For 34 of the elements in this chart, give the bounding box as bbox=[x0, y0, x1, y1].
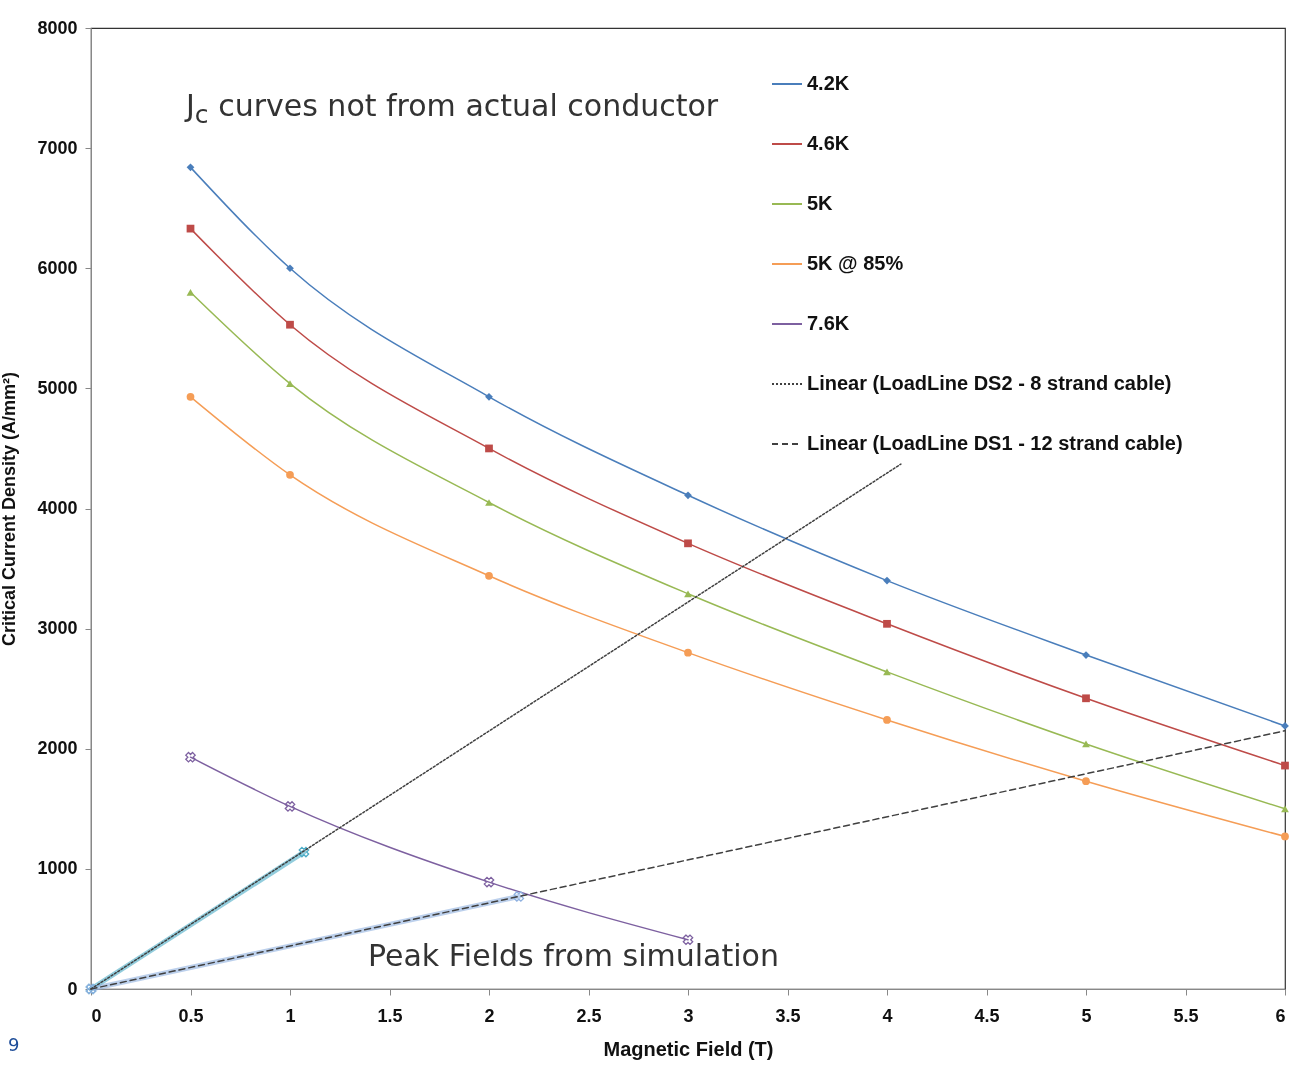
y-tick-label: 1000 bbox=[37, 858, 78, 879]
x-tick-label: 3 bbox=[683, 1005, 694, 1026]
x-tick-label: 4.5 bbox=[974, 1005, 1000, 1026]
x-tick-label: 6 bbox=[1275, 1005, 1286, 1026]
legend-label: 5K @ 85% bbox=[807, 252, 904, 274]
x-tick-label: 1.5 bbox=[377, 1005, 403, 1026]
legend-label: 4.2K bbox=[807, 72, 850, 94]
y-tick-label: 8000 bbox=[37, 17, 78, 38]
legend-label: Linear (LoadLine DS1 - 12 strand cable) bbox=[807, 432, 1183, 454]
legend-label: Linear (LoadLine DS2 - 8 strand cable) bbox=[807, 372, 1172, 394]
legend-label: 4.6K bbox=[807, 132, 850, 154]
x-tick-label: 0.5 bbox=[178, 1005, 204, 1026]
x-tick-label: 5.5 bbox=[1173, 1005, 1199, 1026]
legend-label: 7.6K bbox=[807, 312, 850, 334]
x-tick-label: 2 bbox=[484, 1005, 495, 1026]
y-tick-label: 4000 bbox=[37, 498, 78, 518]
annotation: J$_{c}$ curves not from actual conductor bbox=[186, 88, 719, 129]
x-tick-label: 1 bbox=[285, 1005, 296, 1026]
text: 9 bbox=[8, 1034, 20, 1055]
y-tick-label: 6000 bbox=[37, 257, 78, 278]
y-tick-label: 0 bbox=[67, 978, 78, 999]
x-tick-label: 3.5 bbox=[775, 1005, 801, 1026]
x-tick-label: 4 bbox=[882, 1005, 893, 1026]
x-tick-label: 5 bbox=[1081, 1005, 1092, 1026]
y-tick-label: 2000 bbox=[37, 738, 78, 759]
y-tick-label: 5000 bbox=[37, 377, 78, 398]
annotation: Peak Fields from simulation bbox=[368, 938, 779, 973]
y-tick-label: 3000 bbox=[37, 618, 78, 639]
y-axis-title: Critical Current Density (A/mm²) bbox=[0, 371, 20, 647]
x-axis-title: Magnetic Field (T) bbox=[603, 1037, 774, 1060]
x-tick-label: 2.5 bbox=[576, 1005, 602, 1026]
y-tick-label: 7000 bbox=[37, 137, 78, 158]
legend-label: 5K bbox=[807, 192, 834, 214]
x-tick-label: 0 bbox=[91, 1005, 102, 1026]
